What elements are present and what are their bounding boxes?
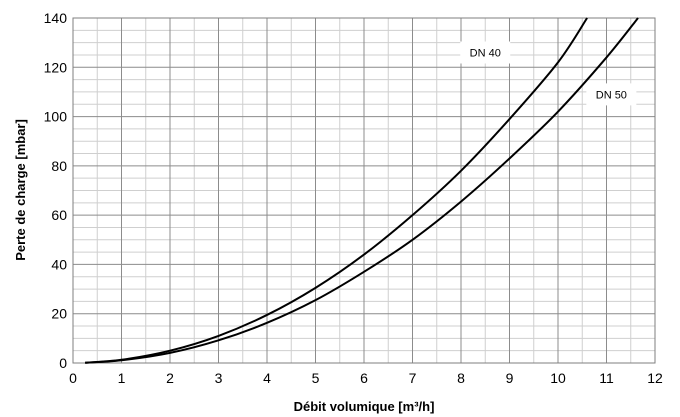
series-label-dn-40: DN 40 <box>470 48 501 60</box>
x-tick-label: 10 <box>550 370 566 386</box>
series-label-box <box>460 41 511 64</box>
series-labels: DN 40 DN 50 <box>460 41 637 106</box>
x-tick-label: 5 <box>312 370 320 386</box>
y-tick-label: 120 <box>44 59 68 75</box>
y-tick-label: 80 <box>51 158 67 174</box>
x-tick-label: 4 <box>263 370 271 386</box>
x-tick-label: 1 <box>118 370 126 386</box>
y-tick-label: 60 <box>51 207 67 223</box>
x-tick-label: 8 <box>457 370 465 386</box>
y-tick-label: 100 <box>44 109 68 125</box>
y-axis-title: Perte de charge [mbar] <box>13 119 28 261</box>
x-axis-title: Débit volumique [m³/h] <box>294 399 435 414</box>
series-line-dn-40 <box>85 17 588 364</box>
series-label-dn-50: DN 50 <box>596 89 627 101</box>
x-tick-label: 9 <box>506 370 514 386</box>
series-label-box <box>586 83 637 106</box>
x-tick-label: 0 <box>69 370 77 386</box>
x-tick-label: 11 <box>599 370 614 386</box>
x-tick-label: 12 <box>647 370 663 386</box>
x-tick-labels: 0 1 2 3 4 5 6 7 8 9 10 11 12 <box>69 370 663 386</box>
plot-frame <box>72 17 656 364</box>
x-tick-label: 6 <box>360 370 368 386</box>
y-tick-label: 140 <box>44 10 68 26</box>
y-tick-label: 40 <box>51 256 67 272</box>
x-tick-label: 2 <box>166 370 174 386</box>
x-tick-label: 3 <box>215 370 223 386</box>
x-tick-label: 7 <box>409 370 417 386</box>
y-tick-labels: 0 20 40 60 80 100 120 140 <box>44 10 68 371</box>
series-line-dn-50 <box>85 17 639 364</box>
y-tick-label: 0 <box>59 355 67 371</box>
series-layer <box>85 17 639 364</box>
y-tick-label: 20 <box>51 306 67 322</box>
